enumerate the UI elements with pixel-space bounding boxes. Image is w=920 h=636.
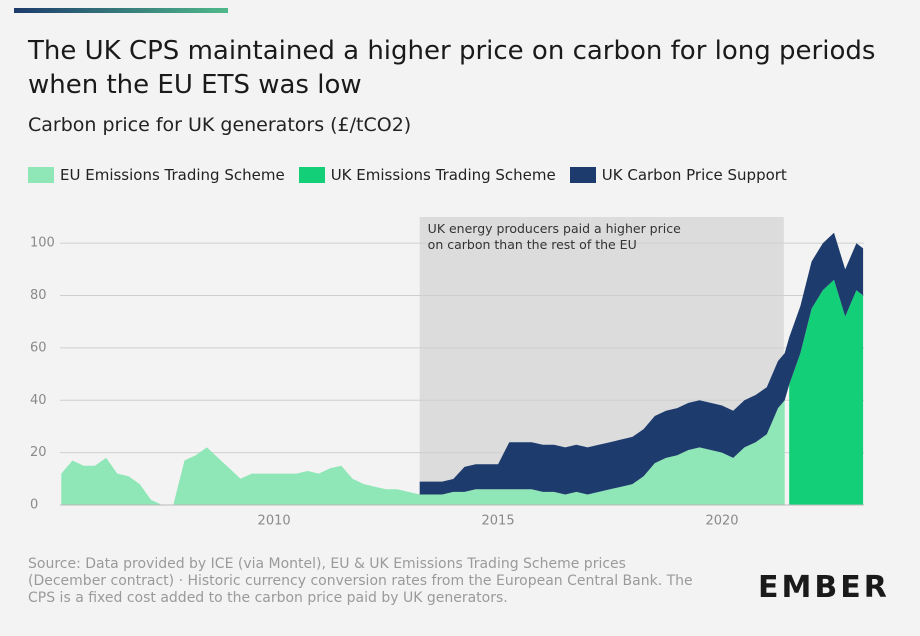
y-tick-label: 0 [30,498,38,513]
x-tick-label: 2010 [258,514,291,529]
legend-item: UK Carbon Price Support [569,166,787,184]
legend-label: UK Emissions Trading Scheme [330,166,556,184]
chart-title: The UK CPS maintained a higher price on … [28,36,876,100]
legend-swatch [569,167,596,183]
legend-swatch [28,167,54,183]
area [419,232,864,495]
logo: EMBER [758,570,890,605]
chart-subtitle: Carbon price for UK generators (£/tCO2) [28,114,412,136]
y-tick-label: 100 [30,236,55,251]
area [61,400,785,505]
legend-label: EU Emissions Trading Scheme [60,166,285,184]
y-tick-label: 60 [30,340,47,355]
legend-item: EU Emissions Trading Scheme [28,166,285,184]
source-note: Source: Data provided by ICE (via Montel… [28,556,693,606]
y-tick-label: 40 [30,393,47,408]
legend: EU Emissions Trading Scheme UK Emissions … [28,166,787,184]
y-tick-label: 20 [30,445,47,460]
area [789,279,864,505]
x-tick-label: 2020 [705,514,738,529]
legend-swatch [298,167,325,183]
annotation-text: UK energy producers paid a higher price … [427,221,681,252]
x-tick-label: 2015 [482,514,515,529]
y-tick-label: 80 [30,288,47,303]
legend-label: UK Carbon Price Support [601,166,787,184]
legend-item: UK Emissions Trading Scheme [298,166,556,184]
accent-bar [14,8,228,13]
